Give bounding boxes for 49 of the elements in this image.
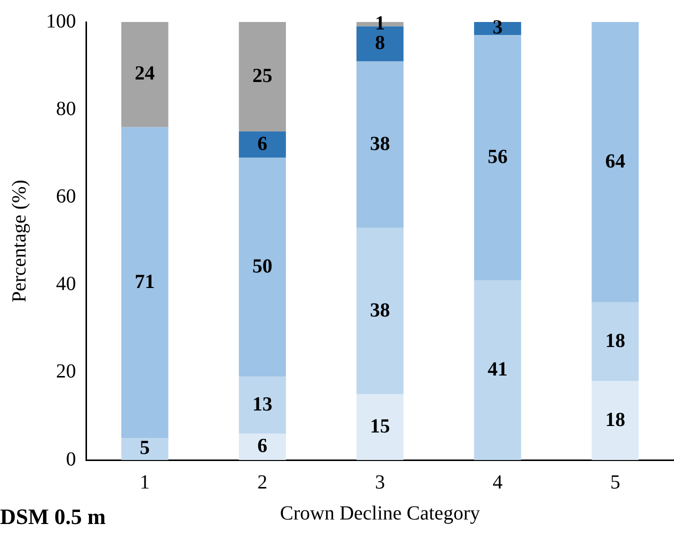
bar xyxy=(238,132,286,158)
bar xyxy=(238,22,286,132)
data-label: 56 xyxy=(488,146,508,168)
bar xyxy=(356,61,404,228)
data-label: 24 xyxy=(134,62,155,85)
x-axis-title: Crown Decline Category xyxy=(280,502,480,524)
bar xyxy=(238,158,286,377)
data-label: 38 xyxy=(370,299,390,322)
data-label: 5 xyxy=(140,437,150,460)
x-tick-label: 4 xyxy=(492,471,503,494)
bar xyxy=(121,22,168,128)
data-label: 25 xyxy=(252,64,272,87)
data-label: 15 xyxy=(370,415,390,438)
data-label: 41 xyxy=(488,358,508,380)
bar xyxy=(474,22,522,36)
y-tick-label: 100 xyxy=(46,10,76,32)
bar xyxy=(356,228,404,394)
data-label: 18 xyxy=(605,408,626,431)
bar xyxy=(121,127,168,438)
y-tick-label: 40 xyxy=(56,273,76,296)
data-label: 3 xyxy=(492,16,503,39)
text: DSM 0.5 m xyxy=(0,504,106,530)
data-label: 71 xyxy=(134,270,155,293)
data-label: 38 xyxy=(370,132,390,155)
bar xyxy=(592,381,639,460)
bar xyxy=(592,302,639,382)
x-tick-label: 2 xyxy=(257,471,268,494)
data-label: 50 xyxy=(252,255,272,278)
bar xyxy=(356,394,404,460)
data-label: 6 xyxy=(257,435,268,458)
data-label: 13 xyxy=(252,393,272,416)
bar xyxy=(474,280,522,460)
bar xyxy=(592,22,639,302)
data-label: 64 xyxy=(605,150,626,172)
data-label: 6 xyxy=(257,132,268,155)
bar xyxy=(121,438,168,460)
x-tick-label: 1 xyxy=(140,471,150,494)
bar xyxy=(238,434,286,460)
y-tick-label: 60 xyxy=(56,185,76,208)
data-label: 8 xyxy=(375,32,385,54)
bar xyxy=(474,35,522,280)
y-tick-label: 20 xyxy=(56,360,76,383)
bar xyxy=(238,376,286,434)
data-label: 18 xyxy=(605,330,626,352)
x-tick-label: 5 xyxy=(610,471,620,494)
y-tick-label: 80 xyxy=(56,98,76,120)
y-tick-label: 0 xyxy=(66,448,76,470)
x-tick-label: 3 xyxy=(375,471,385,494)
y-axis-title: Percentage (%) xyxy=(8,180,30,302)
